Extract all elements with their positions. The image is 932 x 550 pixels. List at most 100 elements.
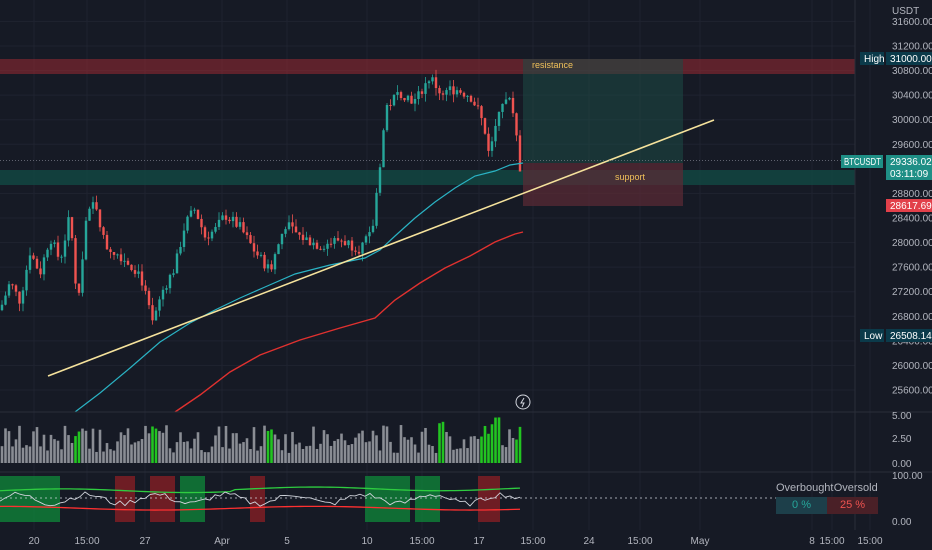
candle-body [144, 285, 147, 291]
overbought-value: 0 % [776, 497, 827, 514]
candle-body [385, 104, 389, 131]
candle-body [343, 241, 347, 246]
candle-body [515, 113, 518, 136]
price-axis: 31600.00 31200.00 30800.00 30400.00 30000.00… [892, 17, 932, 397]
replay-icon[interactable] [515, 394, 531, 410]
candle-body [284, 229, 287, 234]
candle-body [126, 260, 130, 265]
candle-body [427, 81, 431, 84]
volume-bar [144, 425, 147, 463]
volume-bar [147, 433, 151, 463]
candle-body [249, 235, 252, 244]
time-tick-label: 15:00 [819, 536, 844, 547]
volume-bar [417, 452, 420, 463]
candle-body [308, 237, 312, 246]
volume-bar [252, 427, 256, 463]
volume-bar [347, 445, 350, 463]
candle-body [35, 258, 39, 269]
oscillator-zone [415, 476, 440, 522]
volume-bar [406, 439, 410, 463]
volume-bar [200, 450, 203, 463]
candle-body [287, 222, 291, 230]
position-stop-box [523, 163, 683, 206]
candle-body [371, 225, 375, 233]
time-tick-label: 20 [28, 536, 40, 547]
candle-body [392, 94, 396, 106]
candle-body [168, 274, 172, 289]
volume-bar [35, 427, 39, 463]
candle-body [242, 222, 245, 233]
volume-bar [46, 450, 49, 463]
time-axis[interactable]: 20 15:00 27 Apr 5 10 15:00 17 15:00 24 15:00 May 8 15… [28, 536, 883, 547]
volume-bar [368, 441, 371, 463]
volume-bar [77, 431, 81, 463]
candle-body [56, 242, 60, 257]
candle-body [7, 284, 11, 296]
volume-bar [158, 431, 161, 463]
volume-bar [448, 436, 452, 463]
candle-body [165, 288, 168, 290]
candle-body [368, 232, 371, 237]
volume-bar [67, 435, 70, 463]
volume-bar [420, 431, 424, 463]
volume-bar [270, 429, 273, 463]
candle-body [452, 86, 455, 95]
candle-body [434, 77, 438, 89]
resistance-zone [0, 59, 855, 74]
volume-bar [63, 425, 67, 463]
overbought-oversold-table: Overbought Oversold 0 % 25 % [776, 480, 878, 514]
candle-body [105, 234, 109, 250]
oscillator-zone [115, 476, 135, 522]
volume-bar [364, 442, 368, 463]
svg-text:26508.14: 26508.14 [890, 331, 932, 342]
time-tick-label: 5 [284, 536, 290, 547]
volume-bar [249, 449, 252, 463]
volume-bar [256, 450, 259, 463]
volume-bar [217, 426, 221, 463]
candle-body [462, 92, 466, 97]
candle-body [413, 99, 417, 104]
candle-body [490, 141, 494, 151]
oscillator-upper-band [0, 486, 521, 494]
oscillator-lower-band [0, 505, 521, 511]
candle-body [18, 291, 21, 304]
candle-body [112, 252, 116, 255]
volume-bar [459, 448, 462, 463]
volume-bar [179, 432, 182, 463]
time-tick-label: 17 [473, 536, 485, 547]
ma-slow-line [174, 231, 524, 413]
candle-body [315, 242, 319, 249]
candle-body [98, 209, 102, 228]
candle-body [25, 269, 28, 291]
volume-bar [329, 445, 333, 463]
candle-body [389, 104, 392, 106]
candle-body [14, 285, 18, 292]
volume-bar [319, 443, 322, 463]
volume-bar [81, 428, 84, 463]
volume-bar [18, 425, 21, 463]
candle-body [175, 253, 179, 274]
support-zone [0, 170, 855, 185]
volume-bar [501, 445, 504, 463]
volume-bar [343, 440, 347, 463]
volume-bar [42, 434, 46, 463]
candle-body [270, 264, 273, 270]
candle-body [137, 271, 140, 274]
candle-body [207, 237, 210, 239]
volume-bar [11, 446, 14, 463]
candle-body [518, 135, 522, 172]
oscillator-zone [180, 476, 205, 522]
volume-bar [480, 436, 483, 463]
candle-body [511, 97, 515, 114]
volume-bar [238, 443, 242, 463]
candle-body [102, 227, 105, 235]
candle-body [406, 95, 410, 101]
candle-body [291, 222, 294, 227]
volume-bar [84, 430, 88, 463]
volume-bar [504, 447, 508, 463]
volume-bar [294, 444, 298, 463]
price-tick-label: 29600.00 [892, 140, 932, 151]
candle-body [298, 232, 301, 235]
candle-body [305, 237, 308, 241]
